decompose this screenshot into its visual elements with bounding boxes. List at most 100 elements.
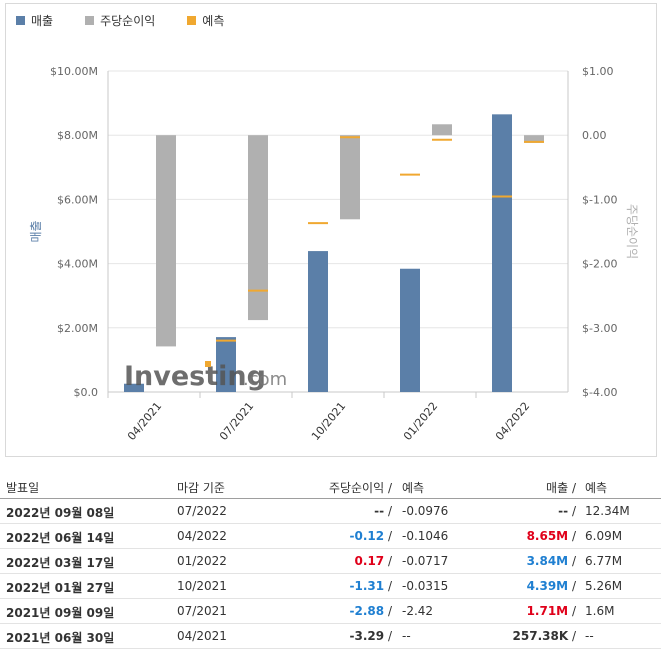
category-label-4: 04/2022: [493, 400, 532, 443]
cell-eps-forecast: -0.0315: [402, 579, 448, 593]
table-row: 2022년 03월 17일 01/2022 0.17 / -0.0717 3.84M /…: [0, 549, 661, 574]
legend-item-eps[interactable]: 주당순이익: [85, 12, 155, 29]
cell-period: 07/2022: [177, 504, 227, 518]
chart-panel: 매출 주당순이익 예측 $0.0 $2.00M $4.00M $6.00M $8.00M…: [5, 3, 657, 457]
cell-date-value: 2021년 09월 09일: [6, 606, 115, 620]
cell-eps-forecast: -0.0976: [402, 504, 448, 518]
right-tick-label-3: $-1.00: [582, 193, 617, 206]
category-label-3: 01/2022: [401, 400, 440, 443]
cell-period-value: 10/2021: [177, 579, 227, 593]
cell-eps-value: -0.12: [349, 529, 385, 543]
revenue-bar-4: [492, 114, 512, 393]
cell-period-value: 04/2021: [177, 629, 227, 643]
cell-revenue: 8.65M /: [527, 529, 576, 543]
cell-period-value: 07/2021: [177, 604, 227, 618]
investing-logo: Investing: [124, 361, 266, 392]
cell-revenue-value: 1.71M: [526, 604, 569, 618]
legend-swatch-eps: [85, 15, 95, 25]
cell-period: 04/2021: [177, 629, 227, 643]
cell-revenue-forecast: 5.26M: [585, 579, 622, 593]
cell-revenue-forecast: --: [585, 629, 594, 643]
cell-eps-forecast-value: -0.0717: [402, 554, 449, 568]
left-tick-label-2: $4.00M: [57, 258, 98, 271]
legend-label-revenue: 매출: [31, 13, 54, 28]
left-tick-label-3: $6.00M: [57, 193, 98, 206]
right-tick-label-0: $-4.00: [582, 386, 617, 399]
cell-revenue-forecast: 6.09M: [585, 529, 622, 543]
cell-eps-forecast-value: -0.0315: [402, 579, 449, 593]
table-body: 2022년 09월 08일 07/2022 -- / -0.0976 -- / 12.34…: [0, 499, 661, 649]
cell-revenue: 1.71M /: [527, 604, 576, 618]
revenue-bar-2: [308, 251, 328, 392]
cell-revenue: 257.38K /: [513, 629, 576, 643]
header-eps-sep: /: [384, 481, 392, 495]
eps-bar-3: [432, 124, 452, 136]
left-axis-title: 매출: [29, 220, 43, 242]
cell-period: 07/2021: [177, 604, 227, 618]
cell-eps-separator: /: [384, 604, 392, 618]
table-row: 2022년 09월 08일 07/2022 -- / -0.0976 -- / 12.34…: [0, 499, 661, 524]
cell-revenue-value: --: [558, 504, 569, 518]
cell-date-value: 2022년 01월 27일: [6, 581, 115, 595]
cell-eps-forecast-value: -0.0976: [402, 504, 449, 518]
cell-period: 10/2021: [177, 579, 227, 593]
cell-date: 2022년 06월 14일: [6, 529, 114, 546]
cell-period: 01/2022: [177, 554, 227, 568]
header-period[interactable]: 마감 기준: [177, 481, 225, 495]
table-header-row: 발표일 마감 기준 주당순이익 / 예측 매출 / 예측: [0, 474, 661, 499]
right-tick-label-4: 0.00: [582, 129, 607, 142]
cell-date-value: 2022년 09월 08일: [6, 506, 115, 520]
header-eps[interactable]: 주당순이익 /: [329, 479, 392, 496]
investing-logo-suffix: .com: [243, 369, 287, 390]
cell-eps-forecast: -2.42: [402, 604, 433, 618]
cell-period-value: 04/2022: [177, 529, 227, 543]
cell-eps: -2.88 /: [350, 604, 392, 618]
cell-revenue-forecast-value: 5.26M: [585, 579, 623, 593]
revenue-bar-0: [124, 383, 144, 392]
header-eps-forecast[interactable]: 예측: [402, 481, 425, 495]
cell-date-value: 2022년 03월 17일: [6, 556, 115, 570]
cell-eps-separator: /: [384, 579, 392, 593]
right-tick-label-1: $-3.00: [582, 322, 617, 335]
category-label-0: 04/2021: [125, 400, 164, 443]
category-label-2: 10/2021: [309, 400, 348, 443]
header-revenue[interactable]: 매출 /: [546, 479, 576, 496]
left-tick-label-1: $2.00M: [57, 322, 98, 335]
eps-bar-2: [340, 135, 360, 220]
cell-revenue-separator: /: [568, 554, 576, 568]
header-rev-sep: /: [568, 481, 576, 495]
left-tick-label-4: $8.00M: [57, 129, 98, 142]
header-revenue-forecast[interactable]: 예측: [585, 481, 608, 495]
cell-revenue-forecast-value: 6.09M: [585, 529, 623, 543]
legend-swatch-forecast: [187, 15, 197, 25]
legend-item-revenue[interactable]: 매출: [16, 12, 53, 29]
investing-logo-dot: [205, 361, 211, 367]
cell-revenue: 3.84M /: [527, 554, 576, 568]
legend-swatch-revenue: [16, 15, 25, 25]
cell-eps-forecast-value: --: [402, 629, 411, 643]
legend-label-forecast: 예측: [202, 13, 225, 28]
cell-revenue-value: 4.39M: [526, 579, 569, 593]
eps-bar-1: [248, 135, 268, 321]
cell-revenue: -- /: [558, 504, 576, 518]
cell-revenue-forecast-value: 12.34M: [585, 504, 630, 518]
cell-date-value: 2021년 06월 30일: [6, 631, 115, 645]
cell-eps-value: -3.29: [349, 629, 385, 643]
cell-revenue-separator: /: [568, 504, 576, 518]
cell-period: 04/2022: [177, 529, 227, 543]
cell-eps: 0.17 /: [355, 554, 392, 568]
cell-revenue-forecast-value: --: [585, 629, 594, 643]
cell-eps-value: -1.31: [349, 579, 385, 593]
cell-eps-value: 0.17: [354, 554, 385, 568]
cell-eps: -3.29 /: [350, 629, 392, 643]
header-rev-label: 매출: [546, 481, 569, 495]
cell-revenue-separator: /: [568, 529, 576, 543]
cell-eps: -1.31 /: [350, 579, 392, 593]
earnings-chart: $0.0 $2.00M $4.00M $6.00M $8.00M $10.00M $-4.0…: [29, 65, 639, 443]
cell-date: 2022년 03월 17일: [6, 554, 114, 571]
legend-item-forecast[interactable]: 예측: [187, 12, 224, 29]
table-row: 2022년 01월 27일 10/2021 -1.31 / -0.0315 4.39M …: [0, 574, 661, 599]
header-eps-label: 주당순이익: [328, 481, 385, 495]
table-row: 2022년 06월 14일 04/2022 -0.12 / -0.1046 8.65M …: [0, 524, 661, 549]
header-date[interactable]: 발표일: [6, 481, 40, 495]
